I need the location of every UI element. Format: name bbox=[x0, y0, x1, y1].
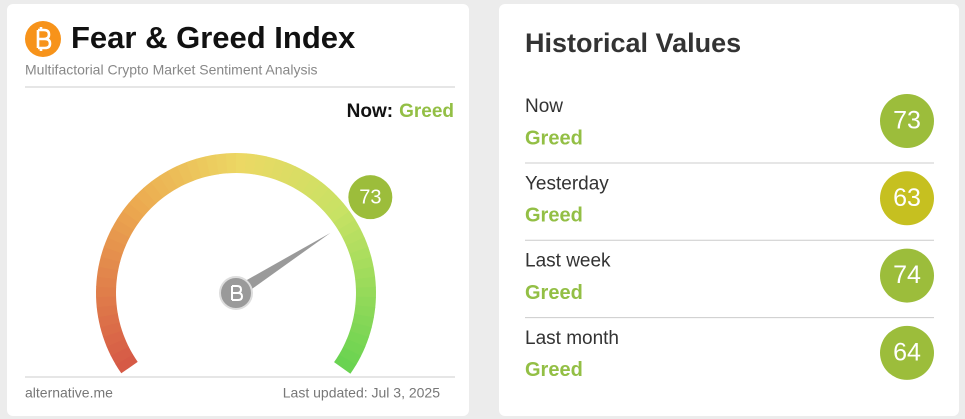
gauge-arc bbox=[327, 203, 350, 224]
gauge-arc bbox=[122, 202, 145, 223]
gauge-arc bbox=[355, 276, 376, 289]
gauge-arc bbox=[135, 188, 157, 210]
gauge-arc bbox=[96, 304, 118, 318]
gauge-arc bbox=[322, 195, 344, 217]
gauge-arc bbox=[195, 156, 211, 179]
last-updated: Last updated: Jul 3, 2025 bbox=[283, 385, 440, 401]
gauge-arc bbox=[98, 313, 120, 328]
gauge-arc bbox=[338, 219, 361, 239]
source: alternative.me bbox=[25, 385, 113, 401]
gauge-arc bbox=[308, 181, 330, 204]
value: 64 bbox=[893, 339, 921, 367]
history-card bbox=[499, 4, 959, 416]
gauge-arc bbox=[186, 158, 203, 181]
gauge-arc bbox=[352, 313, 374, 328]
gauge-arc bbox=[294, 170, 314, 194]
gauge-arc bbox=[333, 354, 357, 374]
gauge-arc bbox=[96, 276, 117, 288]
gauge-arc bbox=[355, 296, 376, 308]
gauge-arc bbox=[253, 154, 267, 176]
hub-logo bbox=[231, 285, 244, 301]
gauge-arc bbox=[261, 156, 277, 179]
gauge-arc bbox=[346, 330, 369, 348]
classification: Greed bbox=[525, 359, 583, 381]
gauge-arc bbox=[96, 295, 117, 308]
title: Fear & Greed Index bbox=[71, 20, 356, 55]
gauge-arc bbox=[349, 247, 372, 263]
gauge-arc bbox=[244, 153, 257, 175]
gauge-arc bbox=[176, 161, 194, 185]
period: Yesterday bbox=[525, 173, 609, 194]
value-badge bbox=[880, 325, 934, 380]
gauge-arc bbox=[103, 237, 127, 254]
bitcoin-logo bbox=[25, 21, 61, 57]
value: 63 bbox=[893, 184, 921, 212]
gauge-arc bbox=[128, 195, 151, 216]
gauge-arc bbox=[315, 188, 337, 210]
gauge-arc bbox=[110, 346, 134, 365]
gauge-arc bbox=[301, 176, 322, 199]
now-classification: Greed bbox=[399, 101, 454, 122]
gauge-arc bbox=[354, 305, 376, 318]
gauge-arc bbox=[351, 256, 374, 271]
history-rows: Now Greed 73 Yesterday Greed 63 Last week Greed… bbox=[525, 94, 934, 381]
index-card bbox=[7, 4, 469, 416]
gauge-arc bbox=[342, 228, 365, 246]
value-badge bbox=[880, 248, 934, 303]
period: Last month bbox=[525, 328, 619, 349]
gauge-arc bbox=[102, 330, 126, 347]
value-badge bbox=[880, 171, 934, 226]
gauge-arc bbox=[107, 227, 130, 246]
gauge-arc bbox=[338, 346, 362, 366]
classification: Greed bbox=[525, 127, 583, 149]
gauge-arc bbox=[111, 219, 135, 238]
value: 74 bbox=[893, 261, 921, 289]
value: 73 bbox=[893, 107, 921, 135]
gauge-arc bbox=[115, 354, 138, 374]
gauge: 73 bbox=[96, 153, 393, 374]
value-badge bbox=[348, 175, 393, 220]
gauge-arc bbox=[270, 158, 287, 182]
gauge-arc bbox=[333, 211, 356, 231]
classification: Greed bbox=[525, 205, 583, 227]
gauge-arc bbox=[343, 338, 366, 357]
gauge-arc bbox=[167, 165, 186, 189]
subtitle: Multifactorial Crypto Market Sentiment A… bbox=[25, 62, 318, 78]
gauge-arc bbox=[278, 162, 296, 185]
gauge-arc bbox=[100, 246, 123, 263]
gauge-value: 73 bbox=[359, 186, 381, 208]
gauge-arc bbox=[349, 322, 372, 338]
gauge-arc bbox=[205, 154, 220, 176]
gauge-arc bbox=[346, 237, 369, 255]
period: Last week bbox=[525, 251, 611, 272]
period: Now bbox=[525, 96, 563, 117]
gauge-arc bbox=[106, 338, 129, 356]
gauge-arc bbox=[116, 210, 140, 231]
gauge-arc bbox=[353, 266, 376, 280]
needle bbox=[232, 232, 331, 299]
gauge-arc bbox=[159, 170, 178, 193]
gauge-arc bbox=[142, 181, 164, 204]
gauge-arc bbox=[215, 153, 228, 175]
gauge-arc bbox=[100, 321, 123, 338]
classification: Greed bbox=[525, 282, 583, 304]
gauge-arc bbox=[150, 175, 171, 198]
gauge-arc bbox=[96, 266, 119, 280]
now-label: Now: bbox=[347, 101, 393, 122]
history-title: Historical Values bbox=[525, 28, 741, 58]
value-badge bbox=[880, 94, 934, 148]
gauge-arc bbox=[286, 166, 305, 189]
gauge-arc bbox=[98, 256, 121, 271]
